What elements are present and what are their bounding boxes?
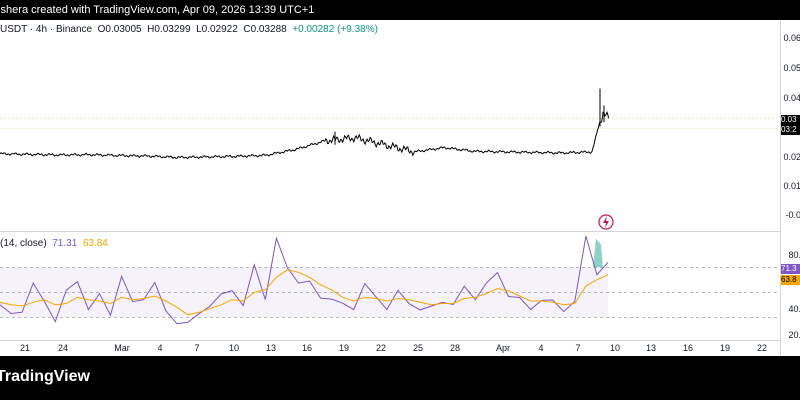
date-tick: 10 — [228, 343, 240, 353]
date-tick: 19 — [338, 343, 350, 353]
legend-high: H0.03299 — [147, 24, 191, 35]
date-tick: 7 — [194, 343, 200, 353]
date-tick: 4 — [157, 343, 163, 353]
rsi-tick: 40. — [788, 304, 800, 314]
rsi-params: (14, close) — [0, 238, 47, 249]
price-tick: 0.05 — [783, 63, 800, 73]
date-tick: 10 — [609, 343, 621, 353]
date-tick: 13 — [265, 343, 277, 353]
price-pane[interactable] — [0, 20, 780, 233]
date-tick: 21 — [19, 343, 31, 353]
brand-name[interactable]: TradingView — [0, 368, 90, 385]
rsi-tag: 71.3 — [781, 264, 800, 274]
rsi-chart[interactable] — [0, 232, 780, 340]
rsi-ma-tag: 63.8 — [781, 275, 800, 285]
price-tick: 0.04 — [783, 93, 800, 103]
date-tick: 16 — [301, 343, 313, 353]
date-tick: 19 — [719, 343, 731, 353]
legend-change: +0.00282 (+9.38%) — [292, 24, 378, 35]
price-tag: 0.03 — [781, 115, 800, 125]
price-tag-time: 03:2 — [781, 125, 800, 135]
rsi-tick: 20. — [788, 330, 800, 340]
rsi-legend: (14, close) 71.31 63.84 — [0, 238, 108, 249]
rsi-pane[interactable] — [0, 232, 780, 340]
date-tick: 7 — [575, 343, 581, 353]
rsi-overbought-fill — [593, 238, 603, 268]
price-tick: -0.0 — [785, 210, 800, 220]
legend-open: O0.03005 — [97, 24, 142, 35]
rsi-value: 71.31 — [52, 238, 78, 249]
date-tick: 4 — [538, 343, 544, 353]
legend-low: L0.02922 — [196, 24, 238, 35]
price-series-line — [0, 110, 609, 160]
top-bar: aishera created with TradingView.com, Ap… — [0, 0, 800, 20]
pane-separator[interactable] — [0, 231, 780, 232]
rsi-ma-line — [0, 269, 609, 316]
date-tick: 16 — [682, 343, 694, 353]
date-axis[interactable]: 21 24 Mar 4 7 10 13 16 19 22 25 28 Apr 4… — [0, 340, 780, 357]
date-tick: Mar — [114, 343, 130, 353]
price-tick: 0.06 — [783, 33, 800, 43]
price-legend: USDT · 4h · Binance O0.03005 H0.03299 L0… — [0, 24, 378, 35]
price-axis[interactable]: 0.06 0.05 0.04 0.02 0.01 -0.0 80. 40. 20… — [780, 20, 800, 365]
rsi-ma-value: 63.84 — [82, 238, 108, 249]
bolt-icon — [598, 214, 614, 230]
date-tick: 28 — [449, 343, 461, 353]
date-tick: 25 — [412, 343, 424, 353]
price-tick: 0.02 — [783, 152, 800, 162]
rsi-tick: 80. — [788, 250, 800, 260]
rsi-line — [0, 235, 609, 325]
legend-close: C0.03288 — [243, 24, 287, 35]
date-tick: 22 — [756, 343, 768, 353]
date-tick: 22 — [375, 343, 387, 353]
price-tick: 0.01 — [783, 181, 800, 191]
legend-symbol: USDT · 4h · Binance — [0, 24, 93, 35]
date-tick: Apr — [495, 343, 511, 353]
footer-bar: TradingView — [0, 356, 800, 400]
price-chart[interactable] — [0, 20, 780, 233]
date-tick: 13 — [645, 343, 657, 353]
header-title: aishera created with TradingView.com, Ap… — [0, 4, 315, 16]
date-tick: 24 — [57, 343, 69, 353]
